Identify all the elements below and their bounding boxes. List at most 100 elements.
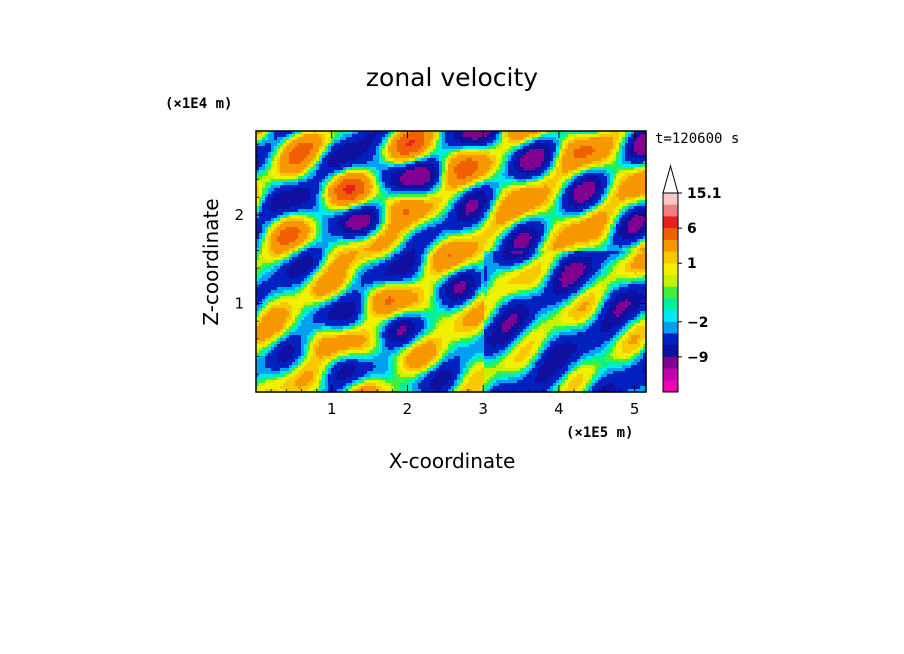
contour-cell: [538, 155, 542, 159]
contour-cell: [343, 134, 347, 138]
contour-cell: [484, 242, 488, 246]
contour-cell: [427, 242, 431, 246]
contour-cell: [385, 188, 389, 192]
contour-cell: [484, 182, 488, 186]
contour-cell: [520, 176, 524, 180]
contour-cell: [388, 188, 392, 192]
contour-cell: [526, 221, 530, 225]
contour-cell: [550, 158, 554, 162]
contour-cell: [574, 194, 578, 198]
contour-cell: [298, 143, 302, 147]
contour-cell: [259, 176, 263, 180]
contour-cell: [565, 143, 569, 147]
contour-cell: [481, 182, 485, 186]
contour-cell: [289, 197, 293, 201]
contour-cell: [340, 197, 344, 201]
contour-cell: [475, 221, 479, 225]
contour-cell: [310, 194, 314, 198]
contour-cell: [580, 230, 584, 234]
contour-cell: [532, 221, 536, 225]
contour-cell: [268, 197, 272, 201]
contour-cell: [541, 158, 545, 162]
contour-cell: [328, 242, 332, 246]
contour-cell: [280, 161, 284, 165]
contour-cell: [409, 134, 413, 138]
contour-cell: [487, 185, 491, 189]
contour-cell: [493, 191, 497, 195]
contour-cell: [331, 176, 335, 180]
contour-cell: [298, 227, 302, 231]
contour-cell: [388, 227, 392, 231]
contour-cell: [490, 218, 494, 222]
contour-cell: [340, 236, 344, 240]
contour-cell: [544, 143, 548, 147]
contour-cell: [298, 212, 302, 216]
contour-cell: [409, 176, 413, 180]
contour-cell: [628, 173, 632, 177]
contour-cell: [493, 197, 497, 201]
contour-cell: [262, 212, 266, 216]
contour-cell: [631, 194, 635, 198]
contour-cell: [559, 140, 563, 144]
contour-cell: [358, 239, 362, 243]
contour-cell: [550, 194, 554, 198]
contour-cell: [283, 230, 287, 234]
contour-cell: [346, 209, 350, 213]
contour-cell: [409, 194, 413, 198]
contour-cell: [289, 191, 293, 195]
contour-cell: [553, 242, 557, 246]
contour-cell: [508, 131, 512, 135]
contour-cell: [553, 224, 557, 228]
contour-cell: [259, 236, 263, 240]
contour-cell: [256, 230, 260, 234]
contour-cell: [541, 224, 545, 228]
contour-cell: [589, 134, 593, 138]
contour-cell: [388, 176, 392, 180]
contour-cell: [460, 167, 464, 171]
contour-cell: [346, 167, 350, 171]
contour-cell: [289, 230, 293, 234]
contour-cell: [481, 179, 485, 183]
contour-cell: [403, 197, 407, 201]
contour-cell: [487, 143, 491, 147]
contour-cell: [559, 215, 563, 219]
contour-cell: [508, 212, 512, 216]
contour-cell: [265, 173, 269, 177]
contour-cell: [259, 224, 263, 228]
contour-cell: [601, 131, 605, 135]
contour-cell: [535, 167, 539, 171]
contour-cell: [541, 194, 545, 198]
contour-cell: [517, 152, 521, 156]
contour-cell: [595, 158, 599, 162]
contour-cell: [307, 212, 311, 216]
contour-cell: [484, 191, 488, 195]
contour-cell: [520, 137, 524, 141]
contour-cell: [538, 221, 542, 225]
contour-cell: [580, 179, 584, 183]
contour-cell: [529, 242, 533, 246]
contour-cell: [508, 176, 512, 180]
contour-cell: [421, 221, 425, 225]
contour-cell: [508, 188, 512, 192]
contour-cell: [397, 221, 401, 225]
contour-cell: [592, 233, 596, 237]
contour-cell: [421, 182, 425, 186]
contour-cell: [295, 149, 299, 153]
contour-cell: [508, 134, 512, 138]
contour-cell: [595, 215, 599, 219]
contour-cell: [514, 215, 518, 219]
contour-cell: [487, 200, 491, 204]
contour-cell: [580, 206, 584, 210]
contour-cell: [553, 221, 557, 225]
contour-cell: [313, 197, 317, 201]
contour-cell: [346, 245, 350, 249]
contour-cell: [511, 173, 515, 177]
contour-cell: [268, 167, 272, 171]
contour-cell: [427, 218, 431, 222]
contour-cell: [520, 233, 524, 237]
contour-cell: [442, 176, 446, 180]
contour-cell: [388, 149, 392, 153]
contour-cell: [622, 206, 626, 210]
contour-cell: [370, 239, 374, 243]
contour-cell: [283, 233, 287, 237]
